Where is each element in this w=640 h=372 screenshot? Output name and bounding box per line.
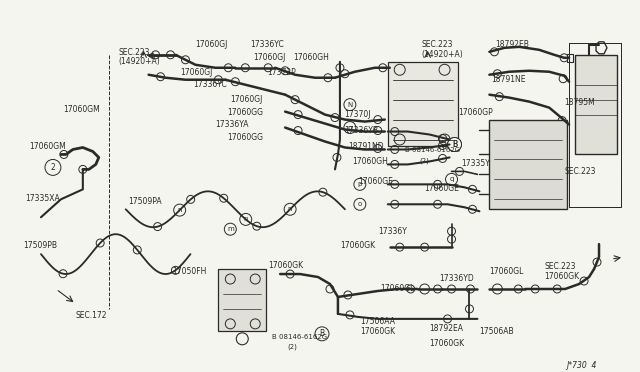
Text: 17060GH: 17060GH [293,53,329,62]
Text: (2): (2) [287,344,297,350]
Text: 17060GP: 17060GP [458,108,493,117]
Circle shape [344,122,356,134]
Text: 17060GK: 17060GK [360,327,395,336]
Text: N: N [348,102,353,108]
Text: 17060GE: 17060GE [424,185,460,193]
Text: 17060GJ: 17060GJ [253,53,285,62]
Text: o: o [358,201,362,207]
Text: 17335Y: 17335Y [461,160,490,169]
Circle shape [45,160,61,175]
Text: 17060GJ: 17060GJ [180,68,213,77]
Text: 17060GK: 17060GK [340,241,375,250]
Text: n: n [177,207,182,213]
Text: 17336YB: 17336YB [344,126,378,135]
Text: 17372P: 17372P [267,68,296,77]
Text: (14920+A): (14920+A) [422,50,463,59]
Text: 17336YD: 17336YD [440,274,474,283]
Circle shape [284,203,296,215]
Circle shape [354,198,366,210]
Bar [569,43,621,207]
Circle shape [445,173,458,185]
Text: B 08146-6162G: B 08146-6162G [272,334,327,340]
Text: 17060GH: 17060GH [352,157,388,166]
Text: 18792EA: 18792EA [429,324,463,333]
Bar [567,54,573,62]
Circle shape [447,138,461,151]
Text: B: B [319,329,324,338]
Text: p: p [358,182,362,187]
Text: 17060GK: 17060GK [544,272,579,281]
Text: 18792EB: 18792EB [495,40,529,49]
Text: J*730  4: J*730 4 [566,361,597,370]
Bar [388,62,458,147]
Text: 17060GE: 17060GE [358,177,393,186]
Circle shape [354,179,366,190]
Text: 17060GM: 17060GM [29,141,66,151]
Text: SEC.223: SEC.223 [564,167,596,176]
Text: SEC.223: SEC.223 [544,262,576,271]
Text: 17336YC: 17336YC [250,40,284,49]
Text: 17060GL: 17060GL [380,284,414,293]
Bar [490,119,567,209]
Text: 17370J: 17370J [344,110,371,119]
Text: 18795M: 18795M [564,98,595,107]
Text: B: B [452,140,457,149]
Text: n: n [348,125,352,131]
Text: 18791NE: 18791NE [492,75,526,84]
Circle shape [315,327,329,341]
Text: q: q [449,176,454,182]
Text: (14920+A): (14920+A) [118,57,161,66]
Text: 17336Y: 17336Y [378,227,406,236]
Bar [575,55,617,154]
Text: 17060GK: 17060GK [429,339,465,348]
Text: 17506AB: 17506AB [479,327,514,336]
Text: 17060GG: 17060GG [227,108,263,117]
Circle shape [447,138,461,151]
Text: 17335XA: 17335XA [25,194,60,203]
Text: 17060GK: 17060GK [268,261,303,270]
Bar [218,269,266,331]
Circle shape [344,99,356,110]
Circle shape [225,223,236,235]
Text: SEC.223: SEC.223 [422,40,453,49]
Text: 17336YA: 17336YA [216,119,249,129]
Text: 17336YC: 17336YC [193,80,227,89]
Text: 17509PA: 17509PA [129,197,163,206]
Text: 17050FH: 17050FH [173,267,207,276]
Text: 17060GG: 17060GG [227,132,263,141]
Text: m: m [227,226,234,232]
Circle shape [173,204,186,216]
Text: 18791ND: 18791ND [348,141,383,151]
Text: 17060GJ: 17060GJ [195,40,228,49]
Text: 2: 2 [51,163,55,172]
Text: n: n [288,206,292,212]
Text: 17060GJ: 17060GJ [230,94,262,104]
Text: B: B [452,140,457,149]
Text: B 08146-6162G: B 08146-6162G [404,147,460,154]
Text: SEC.223: SEC.223 [118,48,150,57]
Text: 17506AA: 17506AA [360,317,395,326]
Text: SEC.172: SEC.172 [76,311,108,320]
Text: n: n [243,217,248,222]
Text: 17060GL: 17060GL [490,267,524,276]
Text: 17509PB: 17509PB [23,241,57,250]
Circle shape [240,214,252,225]
Text: (2): (2) [420,157,429,164]
Text: 17060GM: 17060GM [63,105,100,113]
